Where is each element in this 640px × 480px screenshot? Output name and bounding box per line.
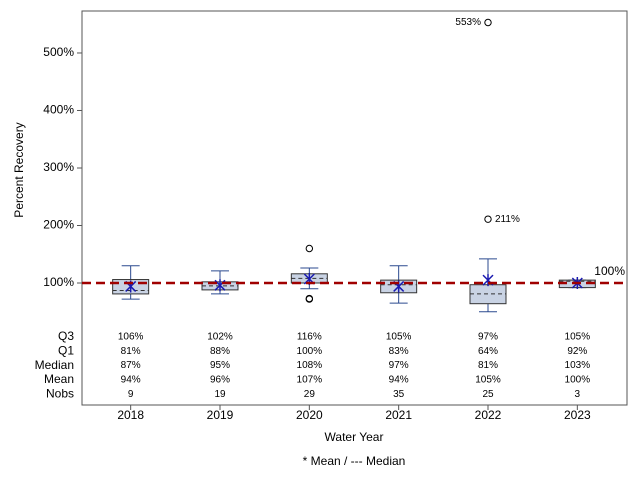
x-tick-label: 2023 bbox=[564, 408, 591, 422]
stat-value: 3 bbox=[575, 389, 581, 400]
stat-value: 103% bbox=[565, 360, 591, 371]
outlier bbox=[305, 244, 314, 253]
stat-value: 81% bbox=[121, 346, 141, 357]
y-tick-label: 500% bbox=[43, 45, 74, 59]
stat-label: Mean bbox=[44, 372, 74, 386]
footnote: * Mean / --- Median bbox=[303, 454, 406, 468]
stat-value: 116% bbox=[297, 332, 322, 343]
stat-value: 96% bbox=[210, 375, 230, 386]
stat-value: 107% bbox=[297, 375, 323, 386]
stat-label: Median bbox=[35, 358, 74, 372]
stat-label: Q3 bbox=[58, 329, 74, 343]
stat-value: 100% bbox=[297, 346, 323, 357]
stat-value: 95% bbox=[210, 360, 230, 371]
reference-label: 100% bbox=[594, 264, 625, 278]
stat-value: 105% bbox=[386, 332, 412, 343]
x-tick-label: 2020 bbox=[296, 408, 323, 422]
y-tick-label: 300% bbox=[43, 160, 74, 174]
stat-value: 94% bbox=[121, 375, 141, 386]
outlier bbox=[484, 215, 492, 223]
stat-value: 25 bbox=[482, 389, 494, 400]
outlier bbox=[305, 295, 314, 303]
stat-value: 87% bbox=[121, 360, 141, 371]
y-tick-label: 200% bbox=[43, 218, 74, 232]
stat-value: 108% bbox=[297, 360, 323, 371]
stat-value: 100% bbox=[565, 375, 591, 386]
stat-value: 35 bbox=[393, 389, 405, 400]
x-axis-label: Water Year bbox=[325, 430, 384, 444]
x-tick-label: 2021 bbox=[385, 408, 412, 422]
y-axis-label: Percent Recovery bbox=[12, 122, 26, 217]
stat-label: Nobs bbox=[46, 386, 74, 400]
outlier bbox=[484, 18, 492, 27]
stat-value: 88% bbox=[210, 346, 230, 357]
stat-value: 19 bbox=[214, 389, 226, 400]
stat-value: 106% bbox=[118, 332, 144, 343]
outlier-label: 553% bbox=[455, 17, 481, 28]
plot-frame bbox=[81, 10, 628, 406]
stat-value: 29 bbox=[304, 389, 316, 400]
stat-value: 94% bbox=[389, 375, 409, 386]
y-tick-label: 400% bbox=[43, 103, 74, 117]
stat-value: 83% bbox=[389, 346, 409, 357]
stat-value: 97% bbox=[478, 332, 498, 343]
stat-value: 105% bbox=[565, 332, 591, 343]
stat-value: 102% bbox=[207, 332, 233, 343]
stat-value: 105% bbox=[475, 375, 501, 386]
stat-value: 64% bbox=[478, 346, 498, 357]
y-tick-label: 100% bbox=[43, 275, 74, 289]
stat-value: 97% bbox=[389, 360, 409, 371]
x-tick-label: 2019 bbox=[207, 408, 234, 422]
x-tick-label: 2018 bbox=[117, 408, 144, 422]
stat-value: 9 bbox=[128, 389, 134, 400]
stat-label: Q1 bbox=[58, 343, 74, 357]
stat-value: 92% bbox=[567, 346, 587, 357]
mean-marker bbox=[482, 274, 494, 287]
stat-value: 81% bbox=[478, 360, 498, 371]
x-tick-label: 2022 bbox=[475, 408, 502, 422]
outlier-label: 211% bbox=[495, 214, 520, 225]
